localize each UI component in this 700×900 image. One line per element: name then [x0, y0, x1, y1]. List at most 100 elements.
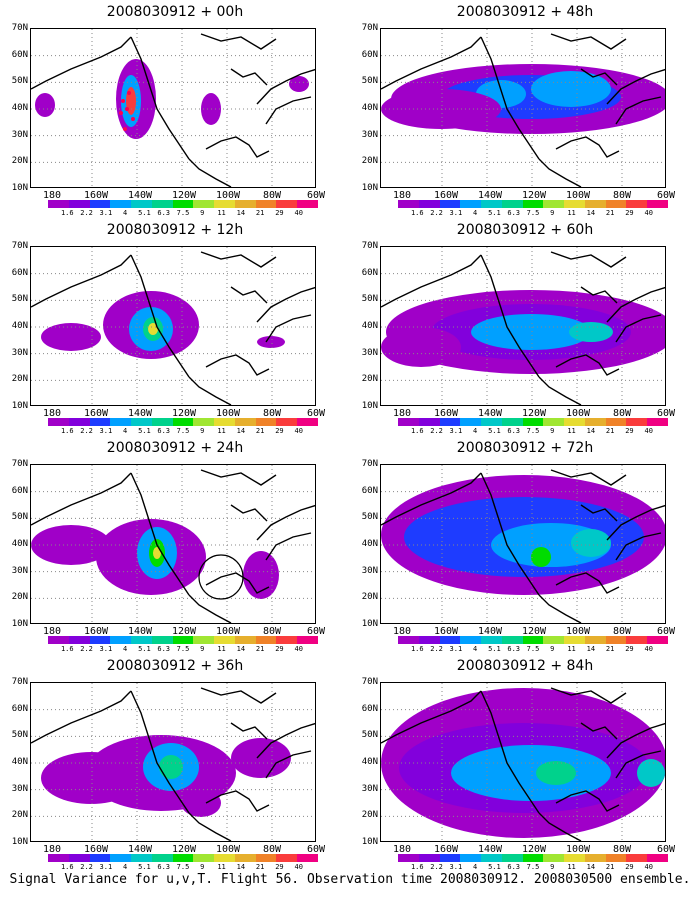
colorbar-tick: 29: [275, 645, 284, 653]
lat-label: 20N: [11, 156, 28, 167]
map-panel: 2008030912 + 00h 70N 60N 50N 40N 30N 20N 10N 180…: [0, 0, 350, 218]
colorbar-swatch: [398, 418, 419, 426]
colorbar-swatch: [255, 200, 277, 208]
coastline: [130, 690, 190, 814]
colorbar-swatch: [172, 636, 194, 644]
coastline: [550, 469, 627, 486]
colorbar-tick: 29: [275, 209, 284, 217]
colorbar-tick: 29: [625, 209, 634, 217]
colorbar-swatch: [418, 636, 440, 644]
colorbar-swatch: [584, 418, 606, 426]
lat-label: 20N: [361, 374, 378, 385]
variance-contour: [531, 71, 611, 107]
colorbar-tick: 1.6: [60, 645, 74, 653]
lat-label: 20N: [361, 810, 378, 821]
map-area: [30, 28, 316, 188]
colorbar-swatch: [89, 418, 111, 426]
colorbar-tick: 9: [200, 209, 205, 217]
colorbar-tick: 9: [200, 863, 205, 871]
colorbar: [398, 418, 668, 426]
lon-label: 60W: [656, 408, 676, 419]
variance-contour: [41, 752, 141, 804]
colorbar-swatch: [439, 418, 461, 426]
lon-label: 160W: [433, 844, 459, 855]
lon-label: 120W: [521, 626, 547, 637]
lat-label: 40N: [11, 757, 28, 767]
colorbar-swatch: [172, 200, 194, 208]
coastline: [200, 469, 277, 486]
lon-label: 160W: [83, 844, 109, 855]
colorbar-tick: 6.3: [157, 209, 171, 217]
colorbar-swatch: [481, 418, 502, 426]
lat-label: 20N: [11, 810, 28, 821]
colorbar-swatch: [193, 636, 215, 644]
lat-label: 10N: [361, 837, 378, 847]
coastline: [256, 68, 315, 105]
colorbar: [398, 636, 668, 644]
colorbar-tick: 2.2: [430, 645, 443, 653]
panel-title: 2008030912 + 72h: [456, 440, 594, 456]
colorbar-tick: 7.5: [176, 645, 190, 653]
colorbar-tick: 29: [275, 863, 284, 871]
lon-label: 60W: [306, 408, 326, 419]
lon-label: 80W: [612, 844, 632, 855]
colorbar-tick: 40: [294, 863, 303, 871]
colorbar-tick: 6.3: [507, 209, 521, 217]
colorbar-swatch: [255, 636, 277, 644]
colorbar-tick: 2.2: [430, 209, 443, 217]
colorbar-tick: 3.1: [449, 645, 463, 653]
colorbar-swatch: [214, 854, 235, 862]
lon-label: 120W: [171, 190, 197, 201]
colorbar-swatch: [418, 854, 440, 862]
lon-label: 80W: [262, 626, 282, 637]
lon-label: 80W: [262, 190, 282, 201]
coastline: [265, 314, 312, 343]
colorbar-swatch: [398, 200, 419, 208]
colorbar-swatch: [605, 636, 627, 644]
colorbar-tick: 14: [586, 863, 596, 871]
coastline: [538, 812, 582, 841]
lon-label: 120W: [521, 408, 547, 419]
panel-title: 2008030912 + 84h: [456, 658, 594, 674]
colorbar-swatch: [439, 200, 461, 208]
lon-label: 180: [392, 190, 412, 201]
coastline: [606, 286, 665, 323]
colorbar-tick: 29: [625, 645, 634, 653]
colorbar-tick: 21: [605, 645, 615, 653]
coastline: [188, 812, 232, 841]
variance-contour: [257, 336, 285, 348]
colorbar-swatch: [522, 636, 544, 644]
coastline: [538, 594, 582, 623]
colorbar-swatch: [234, 200, 256, 208]
lat-label: 20N: [11, 592, 28, 603]
coastline: [615, 314, 662, 343]
lat-label: 40N: [361, 321, 378, 331]
colorbar-swatch: [68, 854, 90, 862]
colorbar-tick: 40: [294, 645, 303, 653]
colorbar-swatch: [460, 418, 482, 426]
coastline: [230, 504, 268, 522]
lon-label: 180: [42, 626, 62, 637]
lon-label: 140W: [477, 626, 503, 637]
lat-label: 60N: [361, 267, 378, 278]
colorbar-tick: 5.1: [138, 863, 151, 871]
panel-title: 2008030912 + 12h: [106, 222, 244, 238]
lon-label: 140W: [477, 408, 503, 419]
lon-label: 180: [42, 190, 62, 201]
colorbar-tick: 5.1: [488, 209, 501, 217]
colorbar-tick: 29: [625, 427, 634, 435]
colorbar-swatch: [626, 636, 648, 644]
observation-point: [121, 99, 125, 103]
colorbar-tick: 2.2: [430, 427, 443, 435]
lon-label: 100W: [565, 408, 591, 419]
variance-contour: [148, 323, 158, 335]
lon-label: 160W: [83, 626, 109, 637]
colorbar-tick: 1.6: [410, 645, 424, 653]
colorbar-swatch: [110, 636, 132, 644]
colorbar-tick: 21: [255, 863, 265, 871]
colorbar-tick: 11: [217, 645, 226, 653]
colorbar-swatch: [234, 854, 256, 862]
lon-label: 140W: [127, 190, 153, 201]
colorbar-tick: 40: [294, 209, 303, 217]
lat-label: 30N: [11, 347, 28, 358]
